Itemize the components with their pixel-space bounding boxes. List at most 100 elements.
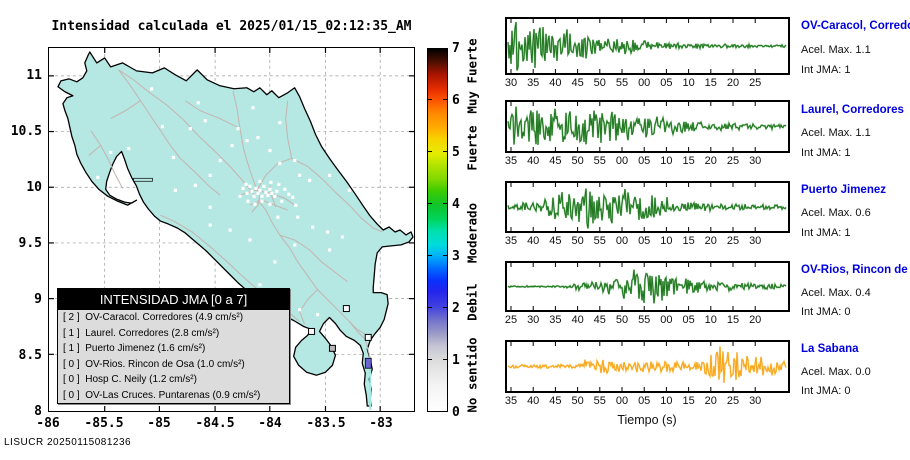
time-tick-label: 35 — [504, 395, 518, 407]
time-tick-label: 30 — [749, 395, 762, 407]
time-tick-label: 00 — [638, 77, 651, 89]
colorbar-tick — [428, 359, 432, 360]
time-tick-label: 30 — [749, 155, 762, 167]
time-tick-label: 15 — [726, 314, 740, 326]
time-tick-label: 35 — [504, 235, 518, 247]
time-tick-label: 55 — [593, 155, 606, 167]
time-tick-label: 45 — [549, 395, 562, 407]
x-tick-label: -84.5 — [195, 416, 235, 431]
time-tick-label: 05 — [682, 314, 695, 326]
map-canvas — [49, 48, 414, 411]
station-name-4: OV-Rios, Rincon de Osa — [801, 264, 910, 276]
colorbar-category: No sentido — [464, 337, 480, 413]
time-tick-label: 25 — [726, 235, 740, 247]
time-tick-label: 20 — [704, 235, 717, 247]
map-title: Intensidad calculada el 2025/01/15_02:12… — [51, 19, 412, 34]
colorbar-tick — [428, 203, 432, 204]
time-tick-label: 35 — [527, 77, 540, 89]
colorbar-tick — [428, 255, 432, 256]
legend-header: INTENSIDAD JMA [0 a 7] — [58, 289, 289, 310]
time-tick-label: 55 — [593, 235, 606, 247]
time-tick-label: 55 — [638, 314, 651, 326]
station-jma-5: Int JMA: 0 — [801, 385, 851, 397]
time-tick-label: 40 — [527, 155, 540, 167]
time-tick-label: 30 — [749, 235, 762, 247]
y-tick-label: 11 — [26, 68, 42, 83]
x-tick-label: -83 — [369, 416, 393, 431]
time-axis-label: Tiempo (s) — [617, 413, 677, 427]
time-tick-label: 40 — [571, 314, 584, 326]
time-tick-label: 25 — [504, 314, 518, 326]
time-tick-label: 50 — [571, 155, 584, 167]
time-tick-label: 00 — [615, 235, 629, 247]
time-tick-label: 45 — [549, 155, 562, 167]
time-tick-label: 50 — [593, 77, 606, 89]
station-jma-1: Int JMA: 1 — [801, 64, 851, 76]
legend-item: [ 0 ] OV-Rios. Rincon de Osa (1.0 cm/s²) — [63, 358, 245, 370]
seismogram-strip-3 — [505, 181, 790, 233]
costa-rica-outline — [57, 51, 414, 407]
time-tick-label: 45 — [571, 77, 584, 89]
seismogram-strip-5 — [505, 340, 790, 393]
colorbar-tick — [428, 307, 432, 308]
time-tick-label: 40 — [549, 77, 562, 89]
time-tick-label: 40 — [527, 395, 540, 407]
time-tick-label: 45 — [549, 235, 562, 247]
colorbar-number: 0 — [452, 405, 460, 420]
time-tick-label: 55 — [615, 77, 629, 89]
time-tick-label: 40 — [527, 235, 540, 247]
time-tick-label: 30 — [527, 314, 540, 326]
x-tick-label: -86 — [36, 416, 60, 431]
seismogram-tick-labels: 35 40 45 50 55 00 05 10 15 20 25 30 — [505, 395, 805, 407]
time-tick-label: 05 — [660, 77, 673, 89]
seismogram-tick-labels: 35 40 45 50 55 00 05 10 15 20 25 30 — [505, 235, 805, 247]
y-tick-label: 9.5 — [18, 236, 42, 251]
seismogram-plot — [505, 181, 790, 233]
time-tick-label: 15 — [682, 155, 695, 167]
time-tick-label: 20 — [749, 314, 762, 326]
seismogram-tick-labels: 35 40 45 50 55 00 05 10 15 20 25 30 — [505, 155, 805, 167]
station-name-3: Puerto Jimenez — [801, 184, 886, 196]
y-tick-label: 10.5 — [10, 124, 42, 139]
x-tick-label: -83.5 — [306, 416, 346, 431]
time-tick-label: 15 — [682, 235, 695, 247]
legend-item: [ 1 ] Puerto Jimenez (1.6 cm/s²) — [63, 343, 206, 354]
colorbar-number: 2 — [452, 301, 460, 316]
legend-item: [ 0 ] Hosp C. Neily (1.2 cm/s²) — [63, 374, 197, 385]
time-tick-label: 25 — [726, 395, 740, 407]
time-tick-label: 50 — [615, 314, 629, 326]
time-tick-label: 20 — [704, 395, 717, 407]
colorbar-category: Moderado — [464, 202, 480, 264]
time-tick-label: 00 — [615, 395, 629, 407]
seismogram-plot — [505, 261, 790, 312]
y-tick-label: 9 — [34, 292, 42, 307]
x-tick-label: -85.5 — [84, 416, 124, 431]
seismogram-tick-labels: 30 35 40 45 50 55 00 05 10 15 20 25 — [505, 77, 805, 89]
station-acel-4: Acel. Max. 0.4 — [801, 287, 871, 299]
footer-signature: LISUCR 20250115081236 — [4, 437, 132, 448]
intensity-legend: INTENSIDAD JMA [0 a 7] [ 2 ] OV-Caracol.… — [57, 288, 290, 404]
legend-item: [ 2 ] OV-Caracol. Corredores (4.9 cm/s²) — [63, 312, 244, 323]
seismogram-strip-1 — [505, 17, 790, 75]
time-tick-label: 50 — [571, 235, 584, 247]
costa-rica-map — [48, 47, 415, 412]
time-tick-label: 55 — [593, 395, 606, 407]
y-tick-label: 8 — [34, 404, 42, 419]
time-tick-label: 05 — [638, 395, 651, 407]
colorbar-number: 4 — [452, 197, 460, 212]
time-tick-label: 45 — [593, 314, 606, 326]
time-tick-label: 35 — [504, 155, 518, 167]
station-jma-2: Int JMA: 1 — [801, 147, 851, 159]
colorbar-tick — [443, 203, 447, 204]
time-tick-label: 10 — [660, 235, 673, 247]
time-tick-label: 35 — [549, 314, 562, 326]
station-name-2: Laurel, Corredores — [801, 104, 904, 116]
colorbar-tick — [443, 99, 447, 100]
seismogram-tick-labels: 25 30 35 40 45 50 55 00 05 10 15 20 — [505, 314, 805, 326]
colorbar-number: 3 — [452, 249, 460, 264]
station-acel-3: Acel. Max. 0.6 — [801, 207, 871, 219]
time-tick-label: 20 — [726, 77, 740, 89]
colorbar-number: 1 — [452, 353, 460, 368]
time-tick-label: 10 — [682, 77, 695, 89]
station-name-5: La Sabana — [801, 343, 859, 355]
